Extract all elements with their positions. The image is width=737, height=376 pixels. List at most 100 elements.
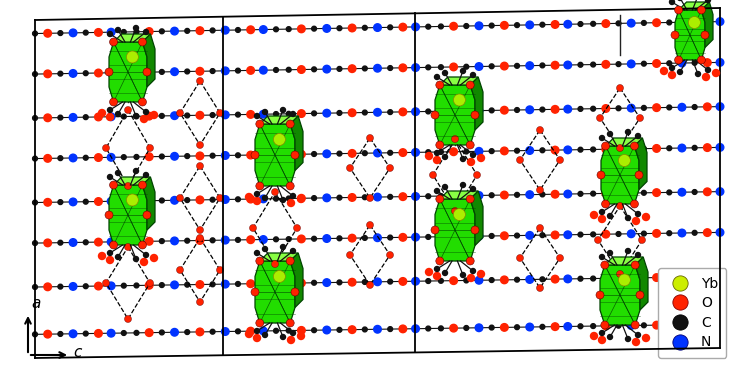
Circle shape (83, 155, 88, 160)
Circle shape (298, 110, 305, 117)
Circle shape (467, 81, 474, 89)
Circle shape (602, 105, 609, 112)
Circle shape (337, 195, 342, 200)
Circle shape (247, 280, 254, 288)
Circle shape (298, 332, 304, 340)
Circle shape (439, 109, 444, 114)
Circle shape (236, 329, 240, 334)
Circle shape (108, 238, 115, 246)
Circle shape (713, 70, 719, 76)
Circle shape (281, 244, 285, 250)
Circle shape (636, 291, 644, 299)
Circle shape (134, 283, 139, 288)
Circle shape (159, 154, 164, 159)
Circle shape (412, 193, 419, 200)
Circle shape (471, 111, 479, 119)
Circle shape (108, 108, 113, 112)
Circle shape (637, 115, 643, 121)
Circle shape (475, 192, 483, 199)
Circle shape (363, 66, 367, 71)
Circle shape (653, 321, 660, 329)
Circle shape (259, 151, 267, 159)
Circle shape (102, 279, 110, 287)
Circle shape (602, 146, 609, 153)
Circle shape (105, 68, 113, 76)
Circle shape (591, 324, 595, 329)
Circle shape (143, 211, 151, 219)
Circle shape (139, 181, 147, 189)
Circle shape (626, 337, 630, 341)
Circle shape (349, 194, 356, 201)
Circle shape (425, 153, 433, 159)
Circle shape (254, 335, 260, 341)
Circle shape (386, 165, 394, 171)
Circle shape (147, 279, 153, 287)
Polygon shape (290, 116, 303, 170)
Circle shape (399, 325, 407, 333)
Circle shape (273, 112, 279, 117)
Circle shape (453, 94, 465, 106)
Circle shape (107, 256, 113, 264)
Circle shape (667, 61, 671, 66)
Circle shape (273, 68, 279, 72)
Circle shape (635, 211, 640, 217)
Circle shape (692, 274, 697, 279)
Polygon shape (260, 253, 298, 261)
Circle shape (436, 81, 444, 89)
Circle shape (598, 337, 606, 344)
Circle shape (674, 56, 682, 64)
Circle shape (436, 257, 444, 265)
Circle shape (236, 68, 240, 73)
Circle shape (44, 283, 52, 291)
Circle shape (514, 325, 520, 330)
Circle shape (145, 238, 153, 245)
Circle shape (366, 221, 374, 229)
Circle shape (312, 196, 316, 200)
Circle shape (467, 141, 474, 149)
Circle shape (108, 197, 115, 205)
Circle shape (688, 17, 700, 29)
Circle shape (471, 226, 479, 234)
Circle shape (464, 278, 469, 283)
Circle shape (222, 152, 229, 159)
Circle shape (150, 112, 158, 118)
Circle shape (196, 27, 203, 35)
Polygon shape (435, 85, 475, 145)
Polygon shape (702, 2, 713, 47)
Circle shape (69, 283, 77, 290)
Circle shape (58, 71, 63, 76)
Circle shape (435, 267, 439, 271)
Circle shape (197, 162, 203, 170)
Circle shape (564, 323, 572, 330)
Polygon shape (142, 177, 155, 230)
Circle shape (122, 199, 126, 203)
Circle shape (259, 236, 267, 243)
Circle shape (517, 156, 523, 164)
Circle shape (196, 152, 203, 160)
Circle shape (196, 196, 203, 204)
Polygon shape (440, 191, 478, 199)
Circle shape (349, 65, 356, 73)
Circle shape (526, 232, 534, 239)
Circle shape (388, 235, 393, 240)
Circle shape (638, 237, 646, 244)
Circle shape (602, 20, 609, 27)
Circle shape (453, 209, 465, 220)
Circle shape (122, 331, 126, 335)
Circle shape (217, 109, 223, 117)
Circle shape (286, 111, 291, 116)
Polygon shape (142, 34, 155, 87)
Circle shape (176, 194, 184, 202)
Circle shape (262, 109, 268, 115)
Circle shape (32, 241, 38, 246)
Circle shape (58, 31, 63, 35)
Circle shape (312, 280, 316, 285)
Circle shape (399, 64, 407, 71)
Circle shape (475, 232, 483, 240)
Circle shape (478, 270, 484, 277)
Circle shape (134, 70, 139, 75)
Circle shape (696, 71, 700, 76)
Circle shape (159, 70, 164, 74)
Circle shape (349, 278, 356, 286)
Circle shape (442, 270, 447, 276)
